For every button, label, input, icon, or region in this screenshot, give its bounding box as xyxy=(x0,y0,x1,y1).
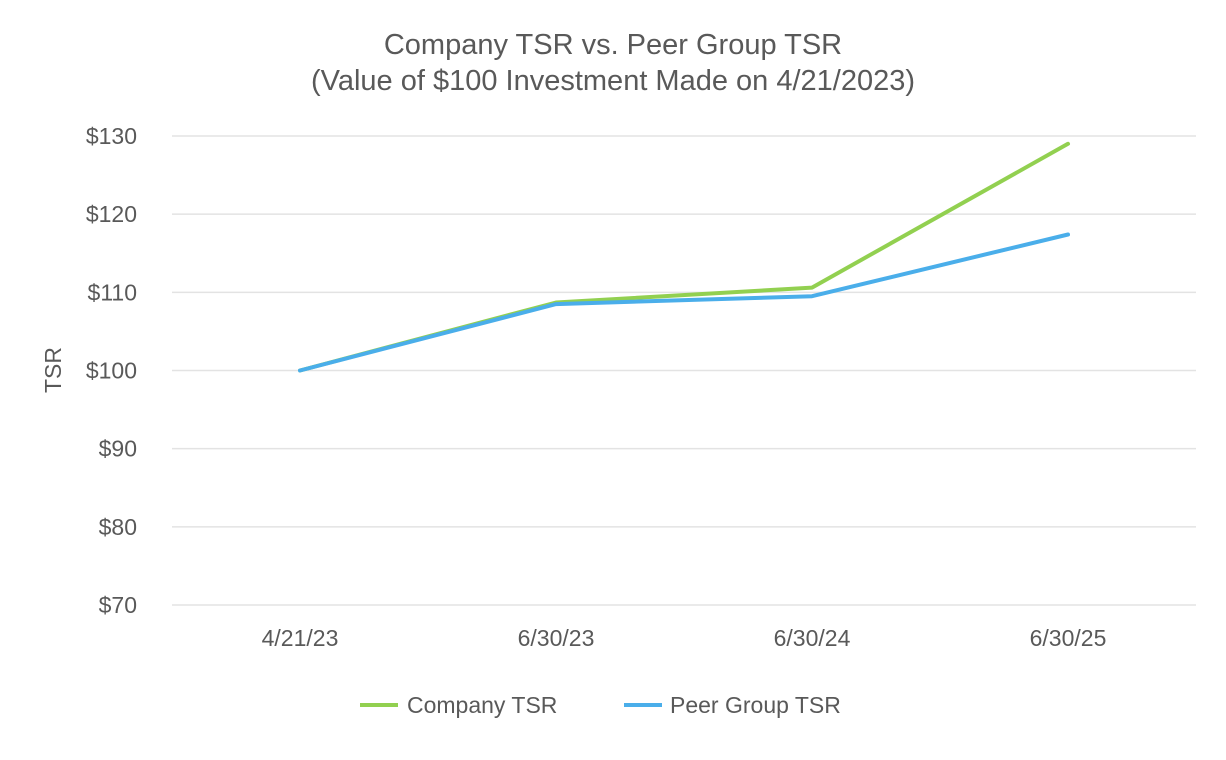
chart-title: Company TSR vs. Peer Group TSR xyxy=(384,29,842,61)
x-tick-label: 6/30/25 xyxy=(1030,625,1107,651)
series-lines xyxy=(298,141,1070,373)
y-tick-label: $100 xyxy=(86,358,137,384)
legend-label: Peer Group TSR xyxy=(670,692,841,718)
y-tick-label: $90 xyxy=(99,436,137,462)
legend: Company TSR Peer Group TSR xyxy=(360,692,841,718)
y-tick-label: $130 xyxy=(86,123,137,149)
x-tick-label: 6/30/24 xyxy=(774,625,851,651)
series-line-company-tsr xyxy=(298,141,1070,373)
chart-subtitle: (Value of $100 Investment Made on 4/21/2… xyxy=(311,65,915,97)
y-tick-label: $120 xyxy=(86,201,137,227)
gridlines xyxy=(172,135,1196,606)
y-tick-label: $70 xyxy=(99,592,137,618)
legend-label: Company TSR xyxy=(407,692,557,718)
series-line-peer-group-tsr xyxy=(298,232,1070,373)
x-tick-label: 6/30/23 xyxy=(518,625,595,651)
y-axis-title: TSR xyxy=(40,347,66,393)
x-axis-ticks: 4/21/23 6/30/23 6/30/24 6/30/25 xyxy=(262,625,1107,651)
y-axis-ticks: $70 $80 $90 $100 $110 $120 $130 xyxy=(86,123,137,618)
x-tick-label: 4/21/23 xyxy=(262,625,339,651)
y-tick-label: $110 xyxy=(88,279,137,305)
y-tick-label: $80 xyxy=(99,514,137,540)
